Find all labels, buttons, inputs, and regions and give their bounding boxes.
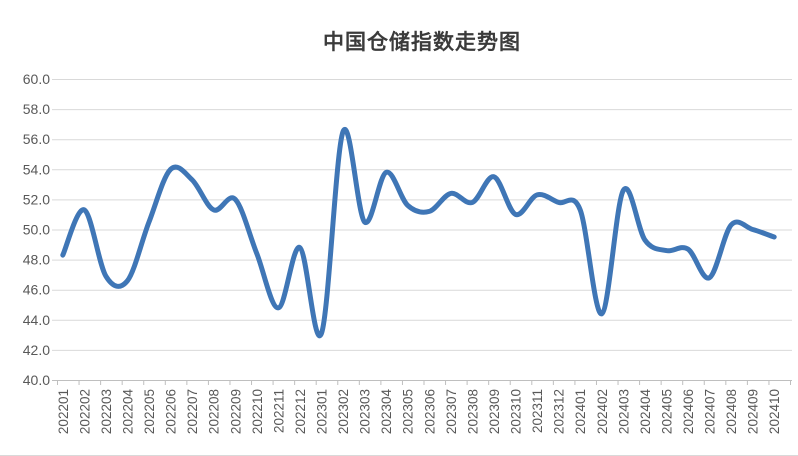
x-tick-label: 202208 [207, 389, 222, 434]
x-tick-label: 202307 [444, 389, 459, 434]
x-tick-label: 202205 [142, 389, 157, 434]
y-tick-label: 58.0 [23, 101, 50, 117]
y-tick-label: 50.0 [23, 222, 50, 238]
x-tick-label: 202310 [509, 389, 524, 434]
x-tick-label: 202303 [358, 389, 373, 434]
x-axis-labels: 202201 202202 202203 202204 202205 202206 2022… [56, 389, 782, 435]
x-tick-label: 202210 [250, 389, 265, 434]
x-tick-label: 202312 [552, 389, 567, 434]
y-axis-labels: 40.0 42.0 44.0 46.0 48.0 50.0 52.0 54.0 56.0 58.0… [23, 71, 50, 388]
y-tick-label: 52.0 [23, 191, 50, 207]
chart-title: 中国仓储指数走势图 [323, 29, 521, 54]
y-tick-label: 60.0 [23, 71, 50, 87]
y-tick-label: 40.0 [23, 372, 50, 388]
x-tick-label: 202406 [681, 389, 696, 434]
x-tick-label: 202201 [56, 389, 71, 434]
x-tick-label: 202403 [616, 389, 631, 434]
x-tick-label: 202407 [703, 389, 718, 434]
x-tick-label: 202308 [465, 389, 480, 434]
x-tick-label: 202404 [638, 389, 653, 435]
x-tick-label: 202408 [724, 389, 739, 434]
x-tick-label: 202410 [767, 389, 782, 434]
x-tick-label: 202306 [422, 389, 437, 434]
x-tick-label: 202301 [314, 389, 329, 434]
x-tick-label: 202304 [379, 389, 394, 435]
x-tick-label: 202405 [659, 389, 674, 434]
y-tick-label: 54.0 [23, 161, 50, 177]
x-axis [52, 380, 792, 385]
y-tick-label: 48.0 [23, 252, 50, 268]
x-tick-label: 202211 [271, 389, 286, 433]
y-tick-label: 46.0 [23, 282, 50, 298]
x-tick-label: 202409 [746, 389, 761, 434]
x-tick-label: 202202 [77, 389, 92, 434]
x-tick-label: 202305 [401, 389, 416, 434]
x-tick-label: 202309 [487, 389, 502, 434]
x-tick-label: 202207 [185, 389, 200, 434]
x-tick-label: 202401 [573, 389, 588, 434]
x-tick-label: 202402 [595, 389, 610, 434]
y-tick-label: 42.0 [23, 342, 50, 358]
y-gridlines [52, 79, 792, 351]
y-tick-label: 56.0 [23, 131, 50, 147]
x-tick-label: 202206 [164, 389, 179, 434]
x-tick-label: 202302 [336, 389, 351, 434]
y-tick-label: 44.0 [23, 312, 50, 328]
x-tick-label: 202203 [99, 389, 114, 434]
x-tick-label: 202209 [228, 389, 243, 434]
x-tick-label: 202311 [530, 389, 545, 433]
x-tick-label: 202204 [120, 389, 135, 435]
x-tick-label: 202212 [293, 389, 308, 434]
index-line-series [60, 126, 777, 339]
